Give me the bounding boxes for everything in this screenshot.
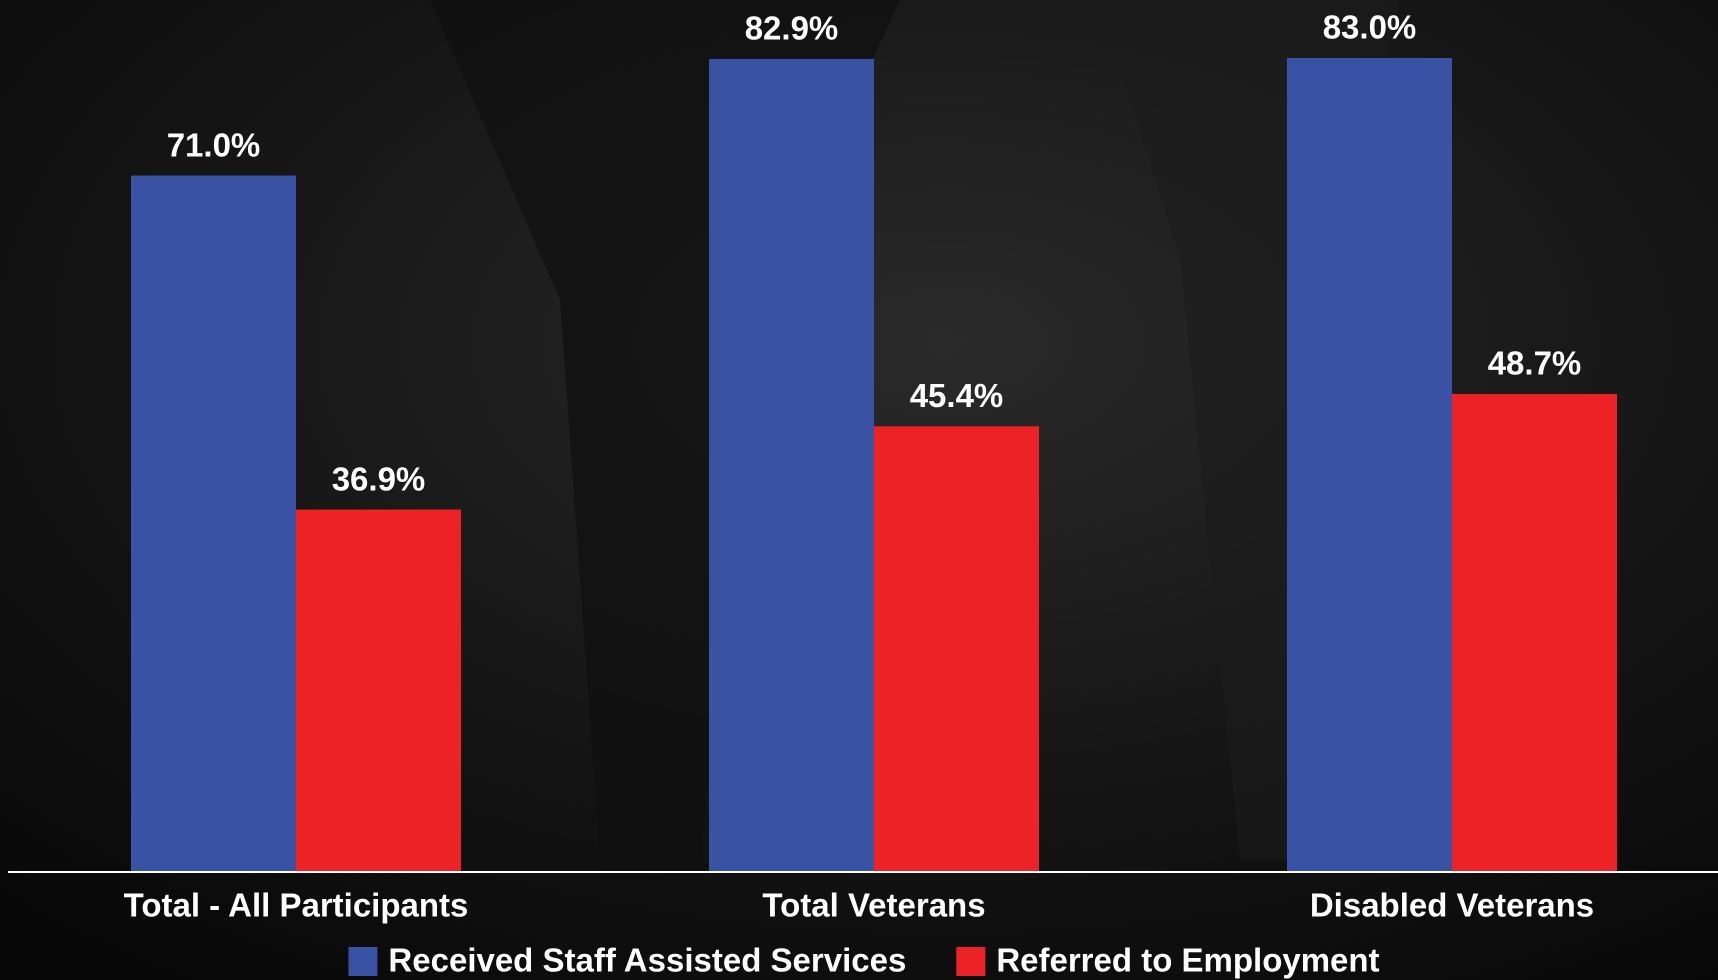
legend-label: Received Staff Assisted Services	[388, 942, 906, 979]
x-tick-label: Total Veterans	[762, 887, 985, 924]
value-label: 82.9%	[745, 10, 839, 47]
x-tick-label: Total - All Participants	[124, 887, 469, 924]
legend-swatch	[956, 947, 986, 976]
legend-label: Referred to Employment	[996, 942, 1379, 979]
bar	[1452, 393, 1617, 871]
value-label: 36.9%	[332, 460, 426, 497]
bar	[874, 426, 1039, 871]
bar	[709, 58, 874, 872]
bar	[131, 175, 296, 871]
value-label: 83.0%	[1323, 9, 1417, 46]
x-tick-label: Disabled Veterans	[1310, 887, 1594, 924]
legend-swatch	[348, 947, 378, 976]
value-label: 45.4%	[910, 377, 1004, 414]
bar	[296, 509, 461, 871]
value-label: 48.7%	[1488, 345, 1582, 382]
value-label: 71.0%	[167, 126, 261, 163]
bar	[1287, 58, 1452, 871]
